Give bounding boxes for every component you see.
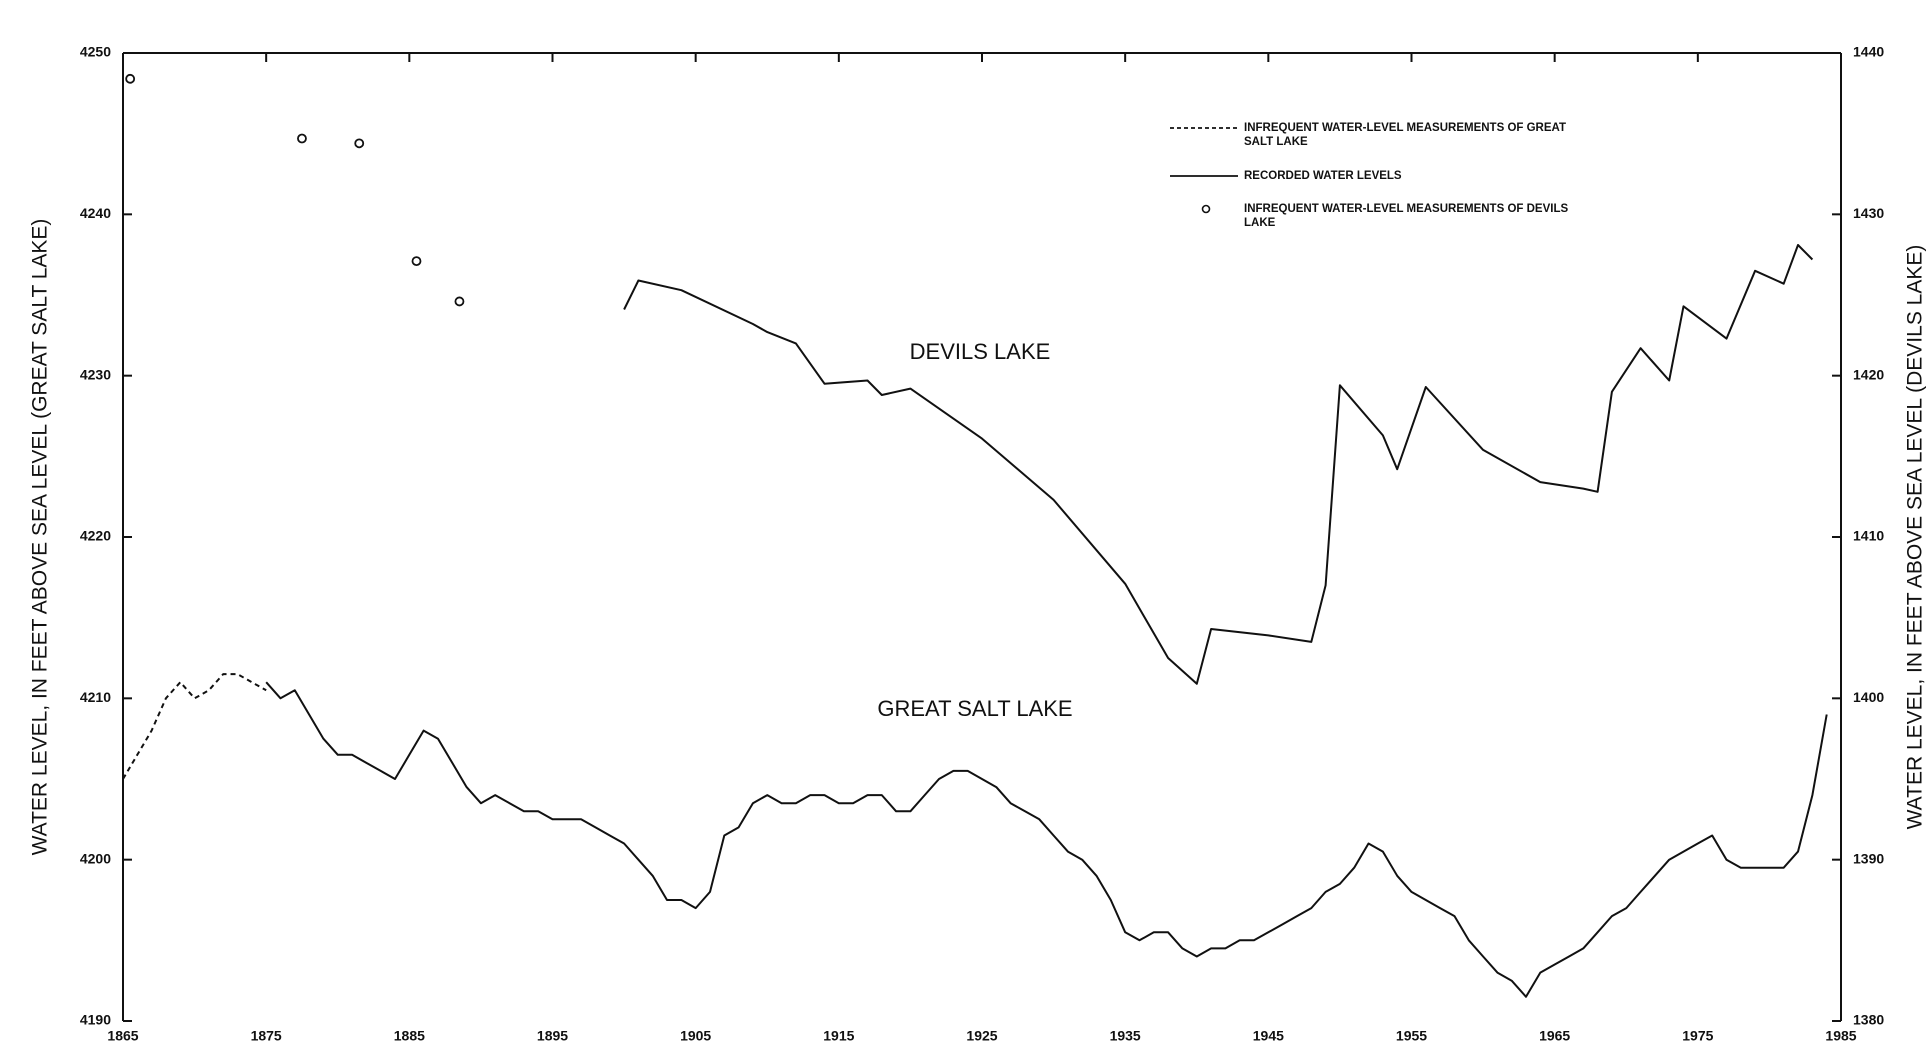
y-tick-label: 4190 bbox=[80, 1012, 111, 1028]
devils-lake-line bbox=[623, 244, 1814, 685]
y-tick-label: 4230 bbox=[80, 366, 111, 382]
legend-label: INFREQUENT WATER-LEVEL MEASUREMENTS OF G… bbox=[1244, 122, 1567, 148]
measurement-point bbox=[125, 73, 136, 84]
y-tick-label: 4250 bbox=[80, 44, 111, 60]
x-tick-label: 1905 bbox=[680, 1028, 711, 1044]
y2-tick-label: 1420 bbox=[1853, 366, 1884, 382]
y-tick-label: 4240 bbox=[80, 205, 111, 221]
great-salt-lake-line bbox=[265, 681, 1828, 998]
y2-tick-label: 1400 bbox=[1853, 689, 1884, 705]
x-tick-label: 1955 bbox=[1396, 1028, 1427, 1044]
y2-tick-label: 1380 bbox=[1853, 1012, 1884, 1028]
y-tick-label: 4210 bbox=[80, 689, 111, 705]
legend-label: INFREQUENT WATER-LEVEL MEASUREMENTS OF D… bbox=[1244, 203, 1569, 229]
x-tick-label: 1885 bbox=[394, 1028, 425, 1044]
legend-label: RECORDED WATER LEVELS bbox=[1244, 170, 1402, 182]
measurement-point bbox=[297, 133, 307, 144]
measurement-point bbox=[454, 296, 465, 307]
x-tick-label: 1925 bbox=[966, 1028, 997, 1044]
y2-tick-label: 1430 bbox=[1853, 205, 1884, 221]
legend-symbol bbox=[1201, 204, 1211, 214]
x-tick-label: 1865 bbox=[107, 1028, 138, 1044]
y-axis-title: WATER LEVEL, IN FEET ABOVE SEA LEVEL (GR… bbox=[29, 219, 52, 856]
y2-axis-title: WATER LEVEL, IN FEET ABOVE SEA LEVEL (DE… bbox=[1904, 245, 1927, 830]
y-tick-label: 4200 bbox=[80, 850, 111, 866]
x-tick-label: 1975 bbox=[1682, 1028, 1713, 1044]
measurement-point bbox=[411, 256, 422, 267]
x-tick-label: 1965 bbox=[1539, 1028, 1570, 1044]
x-tick-label: 1895 bbox=[537, 1028, 568, 1044]
annotation: DEVILS LAKE bbox=[910, 339, 1051, 364]
y2-tick-label: 1440 bbox=[1853, 44, 1884, 60]
y2-tick-label: 1390 bbox=[1853, 850, 1884, 866]
y-tick-label: 4220 bbox=[80, 528, 111, 544]
annotation: GREAT SALT LAKE bbox=[877, 696, 1072, 721]
x-tick-label: 1945 bbox=[1253, 1028, 1284, 1044]
measurement-point bbox=[354, 138, 365, 149]
x-tick-label: 1875 bbox=[251, 1028, 282, 1044]
x-tick-label: 1935 bbox=[1110, 1028, 1141, 1044]
x-tick-label: 1985 bbox=[1825, 1028, 1856, 1044]
y2-tick-label: 1410 bbox=[1853, 528, 1884, 544]
great-salt-lake-line bbox=[122, 673, 267, 780]
x-tick-label: 1915 bbox=[823, 1028, 854, 1044]
